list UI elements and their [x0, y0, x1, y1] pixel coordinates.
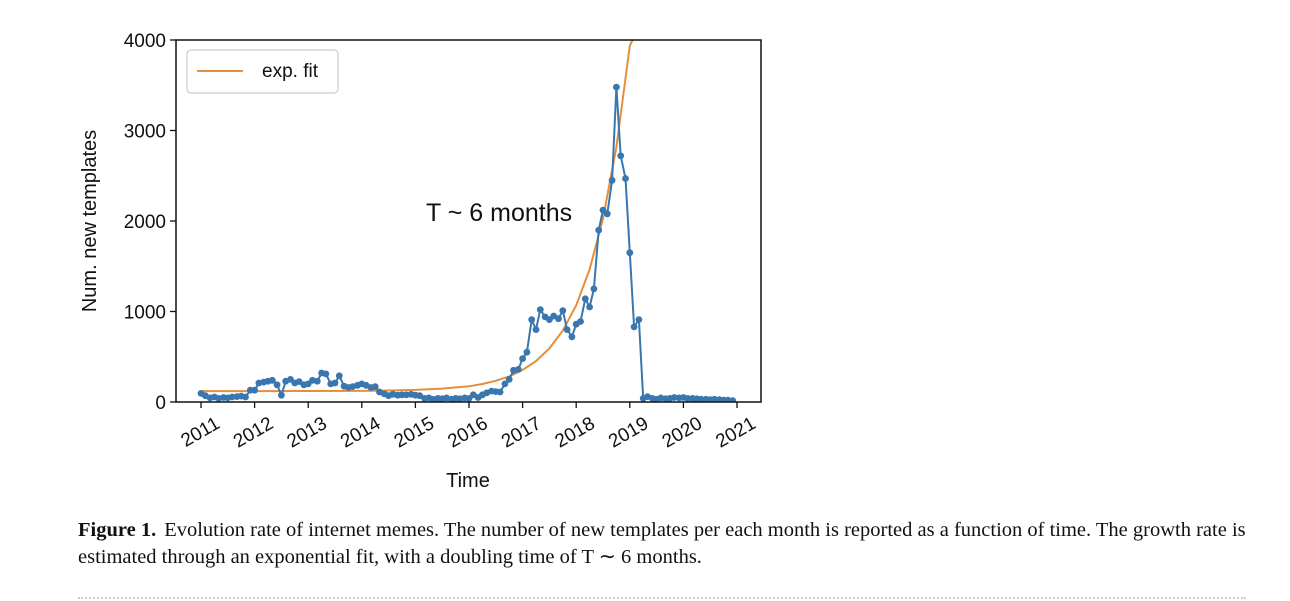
data-point-10	[242, 393, 249, 401]
x-tick-label-3: 2014	[337, 413, 384, 453]
x-tick-label-8: 2019	[605, 413, 652, 452]
y-tick-label-0: 0	[155, 393, 166, 414]
data-point-67	[496, 388, 504, 396]
figure-label: Figure 1.	[78, 519, 157, 541]
data-point-26	[313, 377, 321, 385]
data-point-71	[514, 366, 522, 373]
data-point-109	[684, 395, 692, 402]
templates-series-points	[197, 83, 737, 402]
plot-area	[197, 40, 737, 402]
data-point-85	[577, 318, 584, 325]
data-point-91	[603, 210, 611, 218]
data-point-95	[622, 175, 629, 182]
x-tick-label-7: 2018	[552, 413, 599, 452]
legend-box	[186, 49, 339, 94]
x-tick-label-0: 2011	[178, 413, 224, 452]
data-point-81	[559, 307, 567, 314]
data-point-82	[563, 326, 571, 333]
data-point-88	[590, 285, 598, 293]
legend: exp. fit	[186, 49, 339, 94]
data-point-80	[555, 315, 562, 323]
chart: 2011 2012 2013 2014 2015 2016 2017 2018 2019 2020…	[79, 31, 762, 492]
data-point-94	[617, 152, 625, 160]
y-axis-title: Num. new templates	[79, 130, 101, 312]
data-point-12	[251, 386, 258, 394]
data-point-73	[523, 348, 531, 356]
x-tick-label-1: 2012	[230, 413, 277, 452]
data-point-87	[586, 303, 593, 311]
data-point-22	[295, 378, 303, 385]
data-point-96	[626, 249, 634, 257]
x-tick-label-5: 2016	[444, 413, 491, 452]
x-axis-ticks: 2011 2012 2013 2014 2015 2016 2017 2018 2019 2020…	[178, 402, 760, 452]
legend-label-exp-fit: exp. fit	[262, 61, 319, 82]
dotted-divider	[78, 597, 1246, 599]
x-tick-label-6: 2017	[498, 413, 545, 452]
y-tick-label-4: 4000	[124, 31, 166, 52]
data-point-17	[273, 381, 281, 389]
data-point-30	[331, 379, 339, 387]
templates-series-line	[200, 87, 733, 402]
y-tick-label-2: 2000	[124, 212, 166, 233]
data-point-97	[630, 323, 638, 331]
y-tick-label-1: 1000	[124, 303, 166, 324]
data-point-89	[595, 226, 603, 234]
x-tick-label-4: 2015	[391, 413, 438, 452]
data-point-28	[322, 370, 330, 378]
data-point-92	[608, 176, 616, 184]
x-tick-label-10: 2021	[712, 413, 759, 452]
data-point-74	[528, 316, 536, 323]
data-point-16	[268, 376, 276, 384]
x-tick-label-9: 2020	[659, 413, 706, 452]
data-point-93	[613, 83, 620, 91]
data-point-119	[729, 397, 737, 402]
data-point-39	[371, 383, 379, 390]
data-point-72	[519, 355, 526, 362]
data-point-76	[536, 306, 544, 314]
data-point-31	[335, 372, 343, 380]
data-point-18	[278, 391, 285, 399]
data-point-68	[501, 380, 509, 388]
y-axis-ticks: 0 1000 2000 3000 4000	[124, 31, 176, 414]
data-point-75	[532, 326, 540, 333]
data-point-98	[635, 316, 643, 323]
y-tick-label-3: 3000	[124, 122, 166, 143]
figure-caption: Figure 1. Evolution rate of internet meme…	[78, 517, 1258, 571]
doubling-time-annotation: T ~ 6 months	[426, 199, 572, 227]
data-point-83	[568, 333, 576, 341]
x-axis-title: Time	[446, 470, 490, 492]
data-point-69	[505, 376, 513, 383]
x-tick-label-2: 2013	[284, 413, 331, 452]
caption-text: Evolution rate of internet memes. The nu…	[78, 519, 1246, 568]
data-point-86	[581, 295, 589, 303]
